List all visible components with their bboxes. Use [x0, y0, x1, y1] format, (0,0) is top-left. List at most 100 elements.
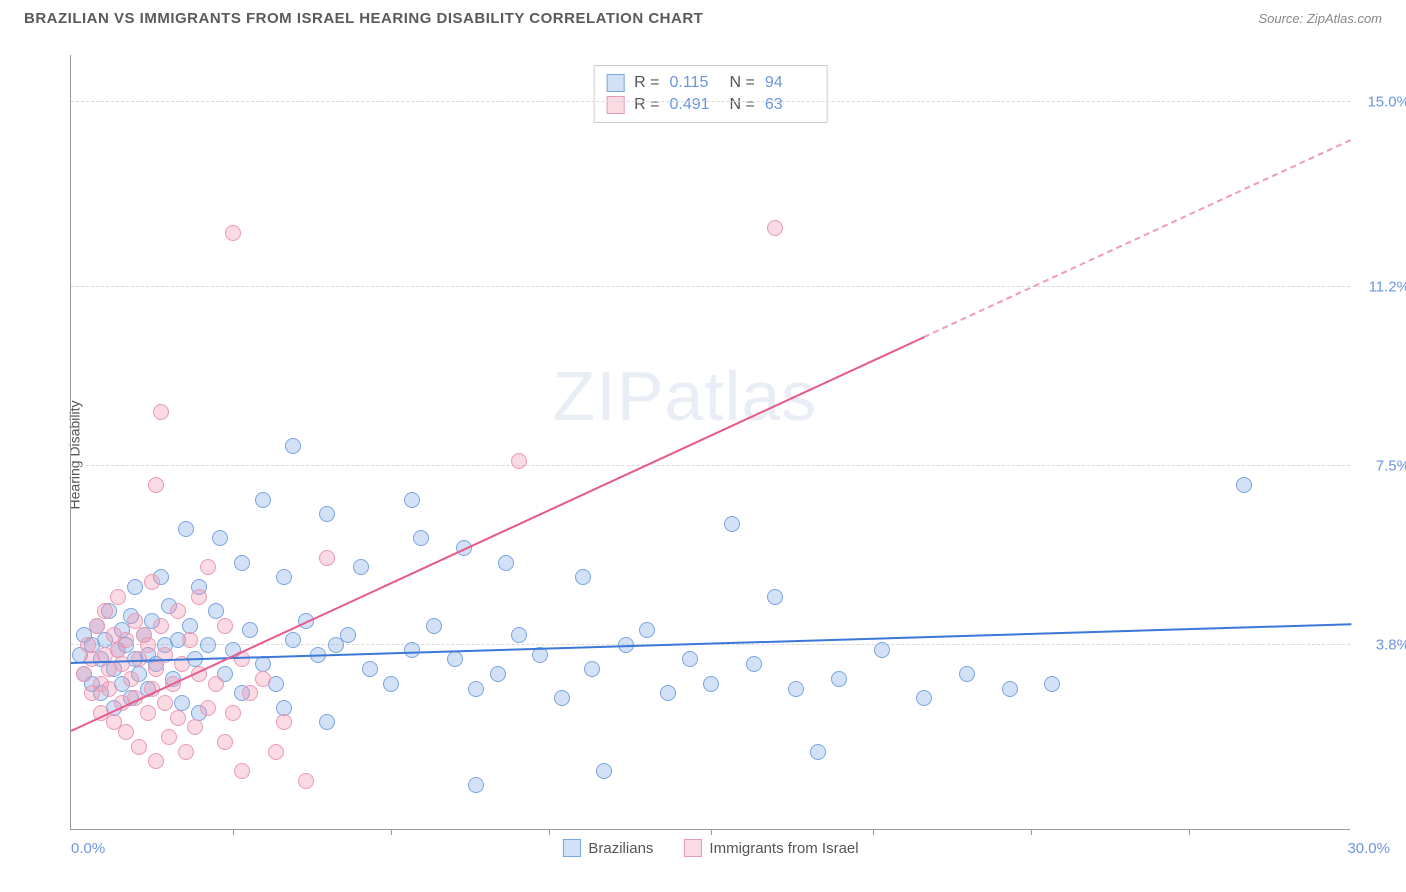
- watermark: ZIPatlas: [553, 356, 818, 436]
- data-point: [724, 516, 740, 532]
- x-tick: [1189, 829, 1190, 835]
- data-point: [255, 492, 271, 508]
- data-point: [148, 477, 164, 493]
- chart-title: BRAZILIAN VS IMMIGRANTS FROM ISRAEL HEAR…: [24, 10, 703, 27]
- n-value-2: 63: [765, 96, 815, 114]
- stats-legend-box: R = 0.115 N = 94 R = 0.491 N = 63: [593, 65, 828, 123]
- data-point: [660, 685, 676, 701]
- data-point: [1002, 681, 1018, 697]
- data-point: [810, 744, 826, 760]
- swatch-series-1: [606, 74, 624, 92]
- bottom-legend: Brazilians Immigrants from Israel: [562, 839, 858, 857]
- data-point: [127, 579, 143, 595]
- x-tick: [1031, 829, 1032, 835]
- data-point: [182, 632, 198, 648]
- y-tick-label: 3.8%: [1376, 636, 1406, 653]
- r-value-2: 0.491: [670, 96, 720, 114]
- swatch-series-1: [562, 839, 580, 857]
- legend-label-2: Immigrants from Israel: [709, 840, 858, 857]
- data-point: [276, 714, 292, 730]
- data-point: [140, 637, 156, 653]
- data-point: [212, 530, 228, 546]
- stats-row-series-2: R = 0.491 N = 63: [606, 94, 815, 116]
- data-point: [234, 555, 250, 571]
- data-point: [575, 569, 591, 585]
- data-point: [447, 651, 463, 667]
- data-point: [285, 632, 301, 648]
- data-point: [200, 700, 216, 716]
- data-point: [511, 627, 527, 643]
- x-tick: [391, 829, 392, 835]
- data-point: [383, 676, 399, 692]
- data-point: [225, 225, 241, 241]
- data-point: [131, 739, 147, 755]
- data-point: [242, 685, 258, 701]
- data-point: [110, 589, 126, 605]
- source-attribution: Source: ZipAtlas.com: [1258, 11, 1382, 26]
- swatch-series-2: [606, 96, 624, 114]
- data-point: [217, 618, 233, 634]
- data-point: [76, 666, 92, 682]
- data-point: [170, 603, 186, 619]
- data-point: [959, 666, 975, 682]
- data-point: [1044, 676, 1060, 692]
- legend-item-2: Immigrants from Israel: [683, 839, 858, 857]
- data-point: [404, 492, 420, 508]
- x-tick: [549, 829, 550, 835]
- data-point: [703, 676, 719, 692]
- data-point: [639, 622, 655, 638]
- chart-container: Hearing Disability ZIPatlas R = 0.115 N …: [50, 45, 1390, 865]
- data-point: [144, 574, 160, 590]
- data-point: [319, 550, 335, 566]
- data-point: [319, 714, 335, 730]
- x-axis-max-label: 30.0%: [1347, 840, 1390, 857]
- gridline: [71, 101, 1350, 102]
- data-point: [767, 589, 783, 605]
- data-point: [874, 642, 890, 658]
- data-point: [208, 676, 224, 692]
- data-point: [916, 690, 932, 706]
- data-point: [178, 521, 194, 537]
- data-point: [426, 618, 442, 634]
- gridline: [71, 465, 1350, 466]
- data-point: [148, 661, 164, 677]
- gridline: [71, 286, 1350, 287]
- data-point: [554, 690, 570, 706]
- data-point: [788, 681, 804, 697]
- data-point: [242, 622, 258, 638]
- data-point: [89, 618, 105, 634]
- data-point: [490, 666, 506, 682]
- data-point: [153, 618, 169, 634]
- data-point: [191, 589, 207, 605]
- r-value-1: 0.115: [670, 74, 720, 92]
- data-point: [268, 744, 284, 760]
- legend-item-1: Brazilians: [562, 839, 653, 857]
- plot-area: ZIPatlas R = 0.115 N = 94 R = 0.491 N = …: [70, 55, 1350, 830]
- y-tick-label: 7.5%: [1376, 457, 1406, 474]
- data-point: [101, 681, 117, 697]
- data-point: [413, 530, 429, 546]
- data-point: [225, 705, 241, 721]
- data-point: [298, 773, 314, 789]
- trend-line: [924, 139, 1352, 338]
- data-point: [97, 603, 113, 619]
- data-point: [114, 656, 130, 672]
- data-point: [217, 734, 233, 750]
- data-point: [362, 661, 378, 677]
- data-point: [234, 763, 250, 779]
- data-point: [187, 719, 203, 735]
- stats-row-series-1: R = 0.115 N = 94: [606, 72, 815, 94]
- data-point: [118, 632, 134, 648]
- data-point: [584, 661, 600, 677]
- legend-label-1: Brazilians: [588, 840, 653, 857]
- r-label: R =: [634, 74, 659, 92]
- data-point: [148, 753, 164, 769]
- x-tick: [711, 829, 712, 835]
- data-point: [746, 656, 762, 672]
- data-point: [468, 777, 484, 793]
- data-point: [208, 603, 224, 619]
- y-tick-label: 15.0%: [1367, 94, 1406, 111]
- data-point: [123, 671, 139, 687]
- n-value-1: 94: [765, 74, 815, 92]
- data-point: [468, 681, 484, 697]
